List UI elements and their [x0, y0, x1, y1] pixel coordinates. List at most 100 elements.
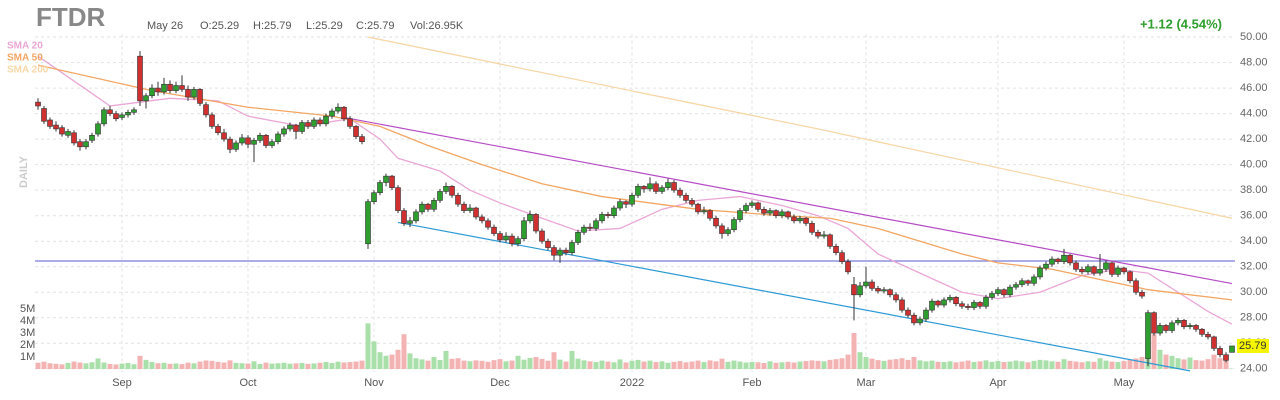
volume-bar — [809, 360, 815, 369]
volume-bar — [389, 354, 395, 369]
volume-bar — [845, 354, 851, 369]
volume-bar — [1139, 357, 1145, 369]
volume-bar — [1025, 362, 1031, 369]
candle-body — [617, 201, 623, 209]
volume-bar — [557, 359, 563, 369]
volume-bar — [863, 357, 869, 369]
candle-body — [701, 210, 707, 213]
volume-bar — [869, 358, 875, 369]
volume-bar — [137, 355, 143, 369]
volume-bar — [551, 352, 557, 369]
volume-bar — [983, 360, 989, 369]
volume-bar — [203, 360, 209, 369]
candle-body — [1217, 348, 1223, 356]
candle-body — [695, 203, 701, 213]
volume-bar — [749, 362, 755, 369]
volume-bar — [515, 355, 521, 369]
volume-bar — [221, 362, 227, 369]
candle-body — [137, 55, 143, 102]
volume-bar — [1007, 361, 1013, 369]
volume-bar — [707, 360, 713, 369]
candle-body — [89, 135, 95, 141]
candle-body — [773, 210, 779, 216]
volume-bar — [41, 361, 47, 369]
candle-body — [41, 108, 47, 122]
header-field: O:25.29 — [200, 20, 239, 32]
volume-bar — [1049, 361, 1055, 369]
candle-body — [107, 109, 113, 114]
volume-bar — [377, 352, 383, 369]
candle-body — [53, 124, 59, 130]
candle-body — [791, 216, 797, 222]
volume-bar — [1001, 362, 1007, 369]
candle-body — [575, 231, 581, 243]
candle-body — [317, 119, 323, 125]
candle-body — [737, 210, 743, 220]
candle-body — [371, 192, 377, 202]
candle-body — [1001, 289, 1007, 296]
volume-bar — [1151, 334, 1157, 369]
candle-body — [833, 246, 839, 253]
change: +1.12 (4.54%) — [1140, 16, 1222, 31]
candle-body — [209, 114, 215, 127]
candle-body — [311, 119, 317, 127]
candle-body — [347, 118, 353, 127]
candle-body — [233, 142, 239, 150]
volume-bar — [65, 362, 71, 369]
volume-bar — [101, 362, 107, 369]
candle-body — [479, 216, 485, 222]
candle-body — [119, 114, 125, 118]
volume-bar — [911, 357, 917, 369]
candle-body — [1073, 262, 1079, 270]
candle-body — [125, 112, 131, 116]
volume-bar — [233, 362, 239, 369]
volume-bar — [821, 361, 827, 369]
volume-bar — [347, 362, 353, 369]
candle-body — [731, 219, 737, 231]
volume-bar — [653, 362, 659, 369]
candle-body — [953, 297, 959, 305]
candle-body — [263, 135, 269, 146]
volume-bar — [341, 362, 347, 369]
volume-bar — [269, 363, 275, 369]
y-tick-label: 40.00 — [1240, 159, 1268, 171]
candle-body — [887, 289, 893, 296]
candle-body — [365, 201, 371, 245]
volume-tick-label: 3M — [20, 327, 35, 339]
candle-body — [251, 140, 257, 145]
volume-bar — [833, 359, 839, 369]
volume-bar — [797, 361, 803, 369]
volume-bar — [641, 361, 647, 369]
volume-bar — [59, 364, 65, 369]
candle-body — [755, 202, 761, 210]
volume-bar — [413, 358, 419, 369]
candle-body — [497, 233, 503, 241]
candle-body — [341, 106, 347, 120]
candle-body — [467, 207, 473, 211]
volume-bar — [719, 358, 725, 369]
candle-body — [725, 229, 731, 234]
volume-bar — [1061, 359, 1067, 369]
volume-bar — [791, 362, 797, 369]
volume-bar — [1085, 361, 1091, 369]
candle-body — [719, 225, 725, 234]
candle-body — [1103, 262, 1109, 270]
volume-bar — [125, 363, 131, 369]
volume-bar — [35, 362, 41, 369]
volume-bar — [953, 362, 959, 369]
volume-bar — [1055, 361, 1061, 369]
y-tick-label: 36.00 — [1240, 210, 1268, 222]
volume-bar — [323, 362, 329, 369]
candle-body — [461, 203, 467, 211]
volume-bar — [479, 360, 485, 369]
candle-body — [413, 211, 419, 222]
candle-body — [449, 186, 455, 196]
candle-body — [455, 194, 461, 205]
x-tick-label: Nov — [364, 377, 384, 389]
candle-body — [149, 87, 155, 97]
volume-bar — [575, 358, 581, 369]
volume-bar — [533, 357, 539, 369]
candle-body — [521, 220, 527, 239]
candle-body — [641, 186, 647, 190]
candle-body — [83, 141, 89, 148]
